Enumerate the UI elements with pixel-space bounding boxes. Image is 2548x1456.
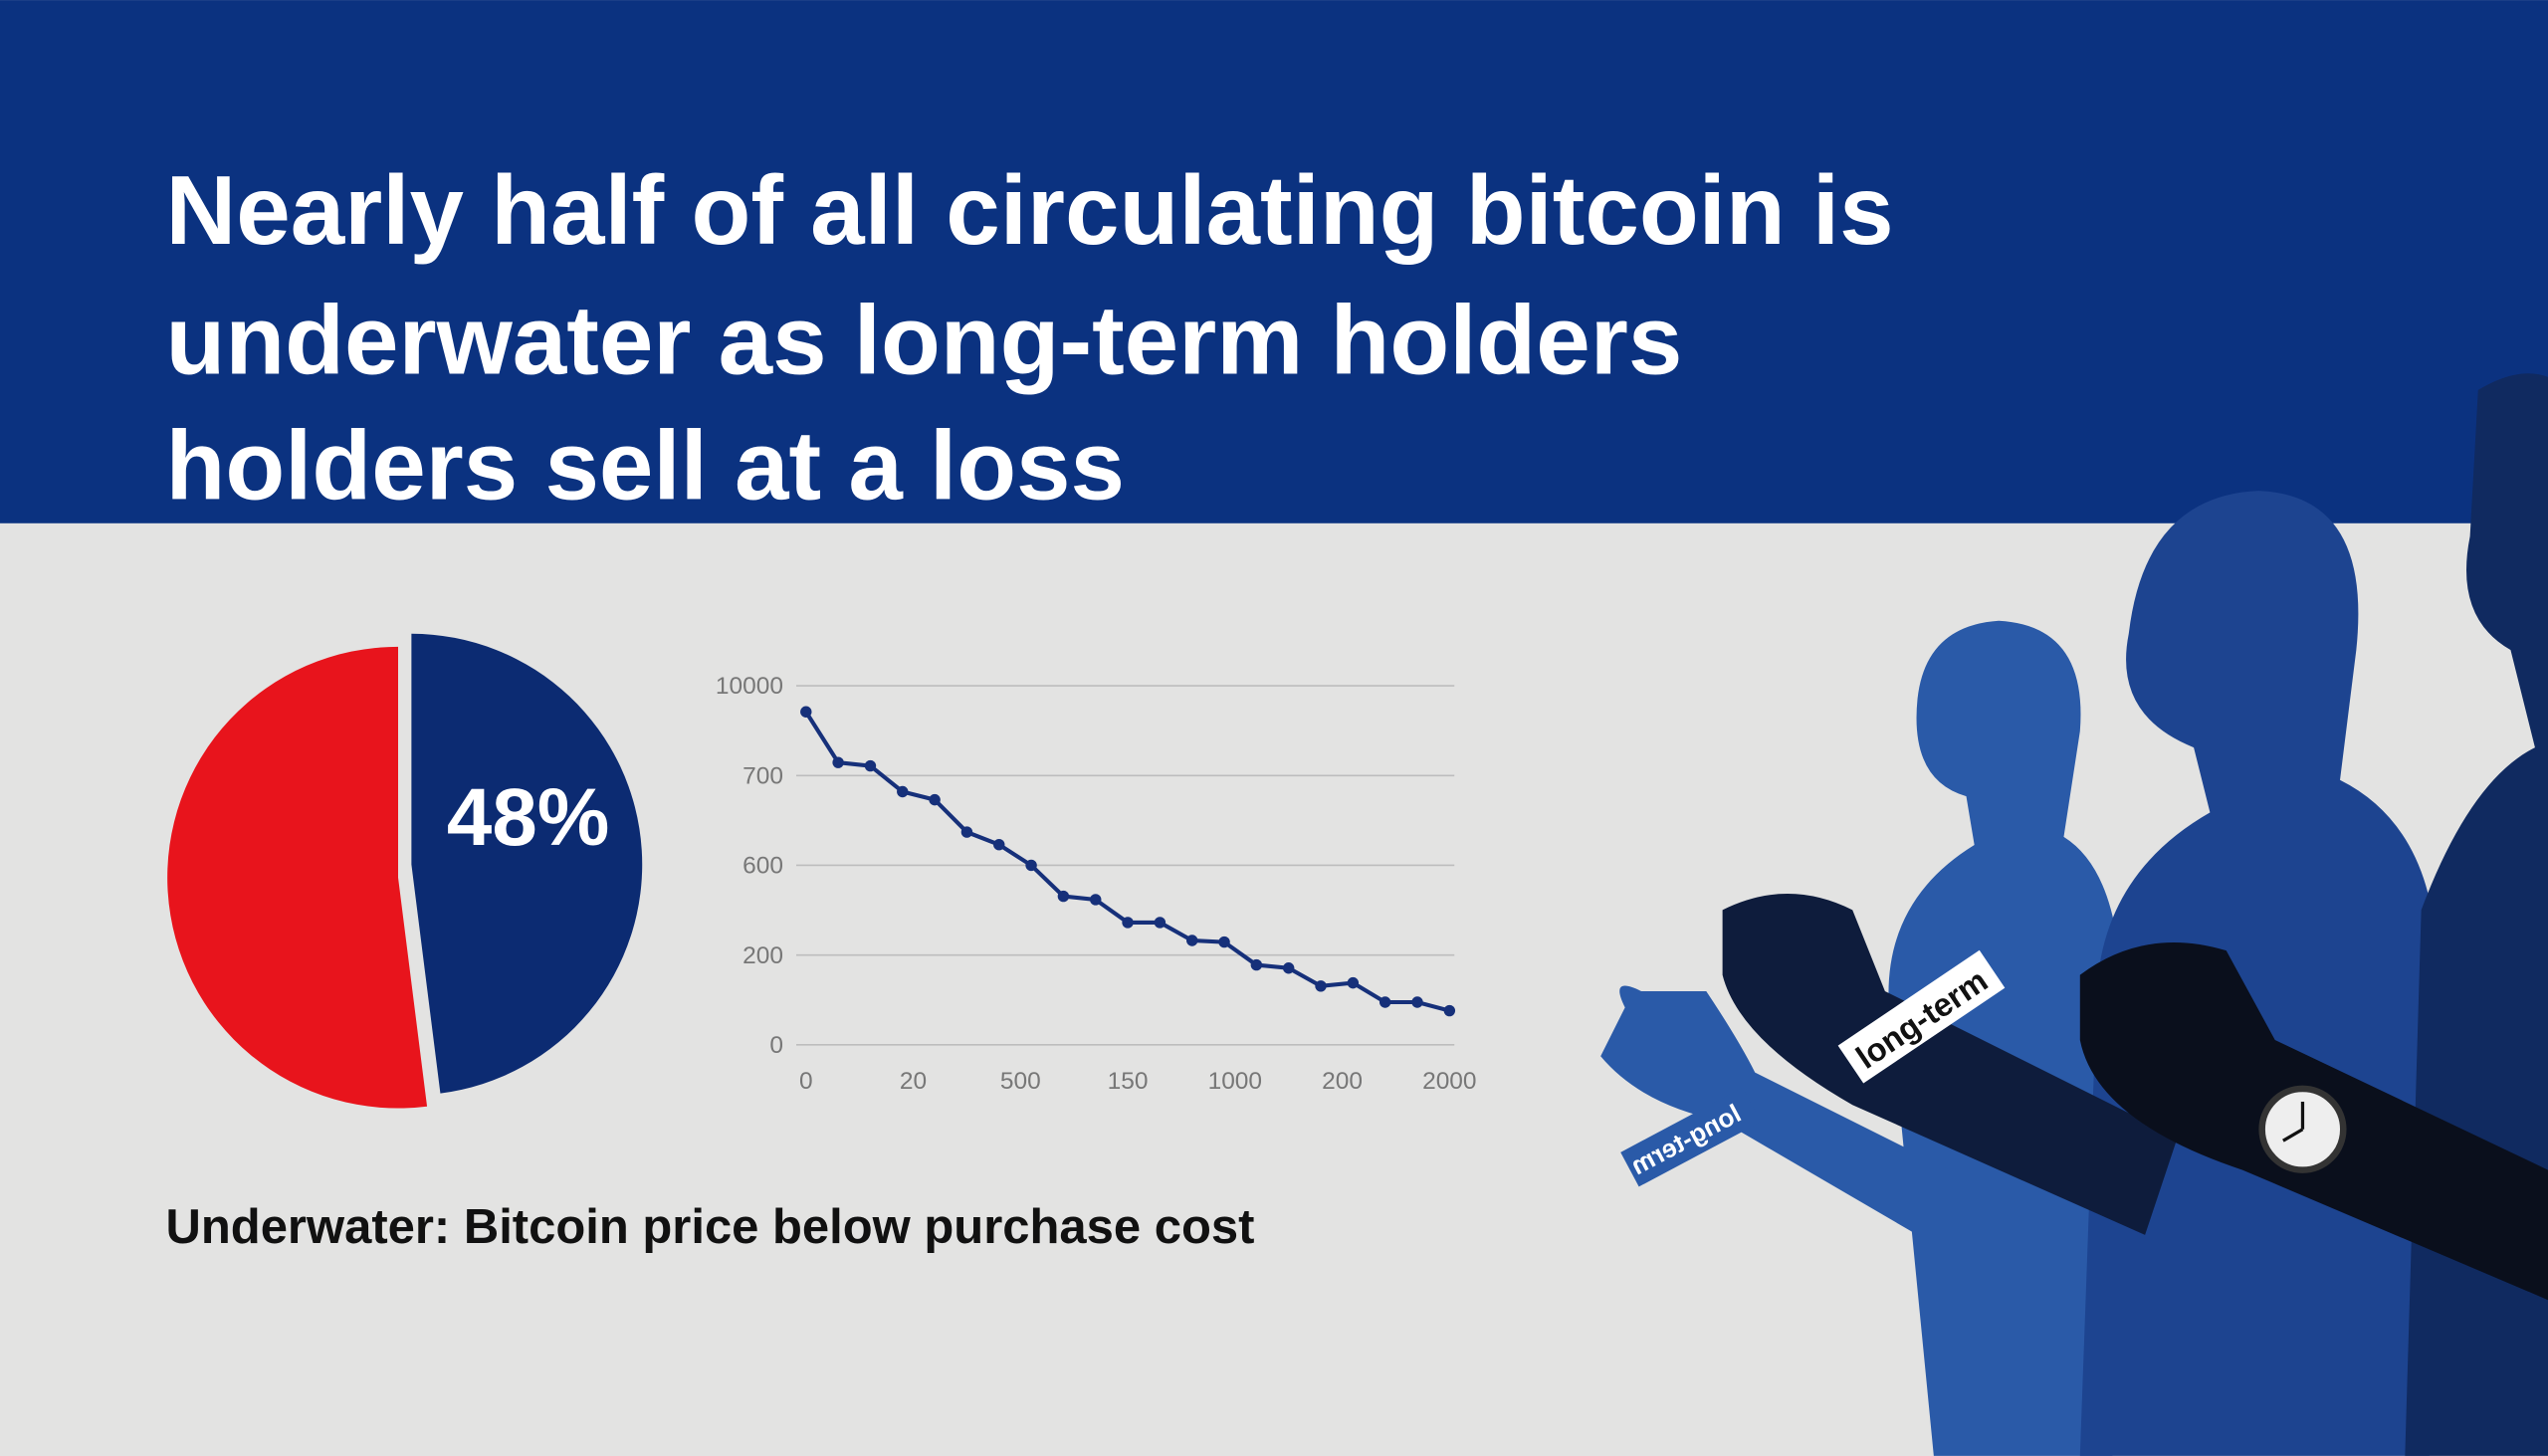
line-point bbox=[1186, 935, 1198, 946]
y-tick-label: 200 bbox=[743, 942, 783, 969]
y-tick-label: 700 bbox=[743, 762, 783, 789]
pie-slice bbox=[167, 646, 428, 1109]
x-tick-label: 150 bbox=[1108, 1068, 1149, 1095]
header-band bbox=[0, 0, 2548, 523]
x-tick-label: 200 bbox=[1322, 1068, 1363, 1095]
y-tick-label: 10000 bbox=[716, 673, 783, 700]
line-point bbox=[1154, 917, 1167, 929]
pie-slice bbox=[411, 633, 643, 1094]
x-tick-label: 1000 bbox=[1208, 1068, 1262, 1095]
line-point bbox=[1347, 976, 1360, 989]
line-point bbox=[1379, 996, 1391, 1008]
x-tick-label: 500 bbox=[1000, 1068, 1041, 1095]
line-point bbox=[1411, 996, 1423, 1008]
line-point bbox=[1025, 859, 1037, 872]
y-tick-label: 0 bbox=[769, 1032, 783, 1059]
line-point bbox=[1122, 917, 1134, 929]
line-point bbox=[1090, 894, 1102, 906]
line-point bbox=[929, 793, 941, 806]
caption: Underwater: Bitcoin price below purchase… bbox=[166, 1200, 1255, 1254]
line-point bbox=[1282, 962, 1295, 974]
x-tick-label: 2000 bbox=[1422, 1068, 1476, 1095]
x-tick-label: 0 bbox=[799, 1068, 813, 1095]
line-point bbox=[832, 756, 844, 768]
line-point bbox=[1443, 1004, 1456, 1017]
line-point bbox=[800, 706, 812, 718]
line-point bbox=[1250, 958, 1263, 971]
x-tick-label: 20 bbox=[900, 1068, 927, 1095]
y-tick-label: 600 bbox=[743, 853, 783, 880]
line-point bbox=[1218, 936, 1230, 948]
title-line: Nearly half of all circulating bitcoin i… bbox=[166, 155, 1894, 265]
line-point bbox=[993, 838, 1005, 851]
line-point bbox=[1057, 890, 1070, 903]
pie-label: 48% bbox=[447, 772, 609, 863]
line-point bbox=[960, 826, 973, 838]
title-line: holders sell at a loss bbox=[166, 410, 1125, 520]
line-point bbox=[897, 785, 909, 798]
title-line: underwater as long-term holders bbox=[166, 286, 1683, 395]
line-point bbox=[1315, 980, 1327, 992]
silhouettes bbox=[1600, 373, 2548, 1456]
line-point bbox=[864, 759, 877, 772]
